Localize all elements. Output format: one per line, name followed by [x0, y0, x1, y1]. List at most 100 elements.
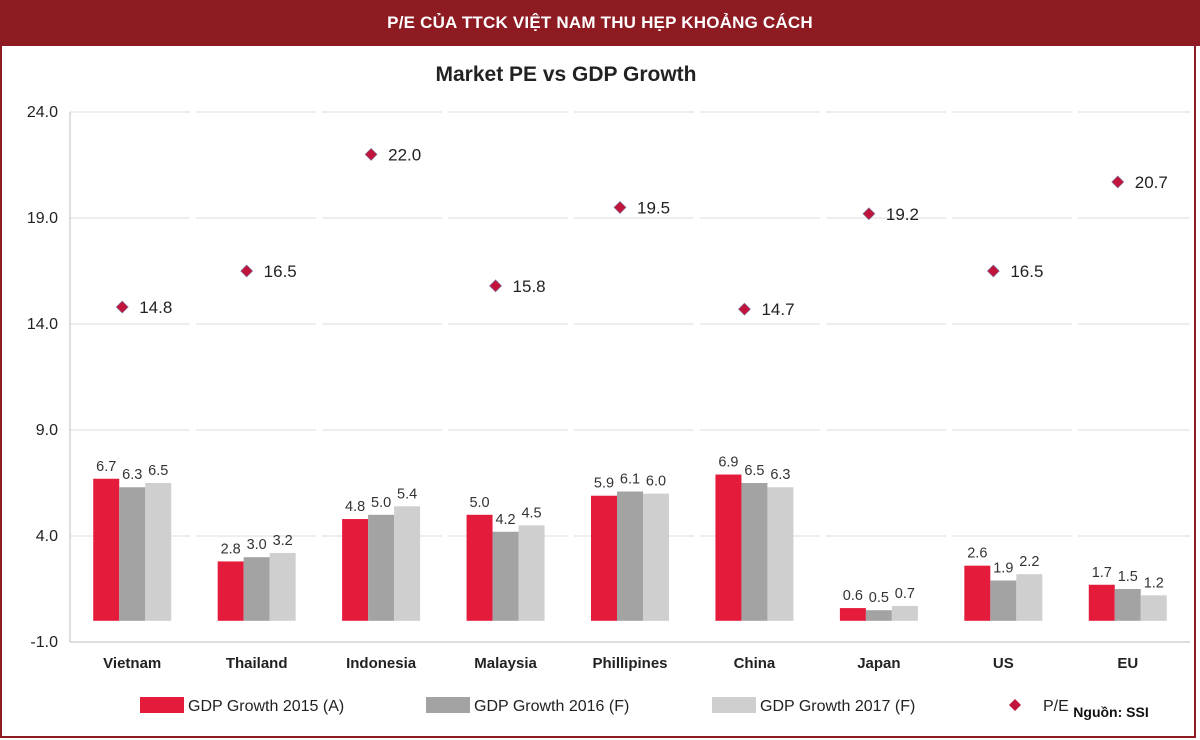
bar-0-7: [964, 565, 991, 621]
header-banner: P/E CỦA TTCK VIỆT NAM THU HẸP KHOẢNG CÁC…: [0, 0, 1200, 46]
bar-2-7: [1016, 574, 1043, 621]
bar-value-label: 2.2: [1019, 554, 1039, 570]
pe-value-label: 19.5: [637, 198, 670, 217]
pe-marker-3: [489, 279, 502, 293]
bar-2-5: [767, 487, 794, 621]
category-label: Vietnam: [103, 655, 161, 672]
legend-swatch-0: [140, 697, 184, 713]
bar-value-label: 5.4: [397, 486, 417, 502]
pe-value-label: 15.8: [513, 277, 546, 296]
bar-0-6: [839, 608, 866, 621]
bar-value-label: 2.8: [221, 541, 241, 557]
category-label: Malaysia: [474, 655, 537, 672]
chart-frame: [0, 46, 1196, 738]
pe-marker-4: [613, 200, 627, 214]
pe-marker-6: [862, 207, 876, 221]
bar-value-label: 1.7: [1092, 565, 1112, 581]
pe-marker-8: [1111, 175, 1125, 189]
bar-2-1: [269, 552, 296, 621]
bar-2-2: [394, 506, 421, 621]
bar-value-label: 1.2: [1144, 575, 1164, 591]
bar-value-label: 0.5: [869, 590, 889, 606]
category-label: Japan: [857, 655, 900, 672]
pe-marker-2: [364, 147, 378, 161]
bar-1-6: [865, 610, 892, 621]
y-tick-label: 24.0: [27, 104, 58, 121]
legend-swatch-1: [426, 697, 470, 713]
bar-value-label: 5.9: [594, 476, 614, 492]
bar-1-8: [1114, 589, 1141, 621]
category-label: Thailand: [226, 655, 288, 672]
bar-value-label: 4.5: [521, 505, 541, 521]
pe-marker-7: [986, 264, 1000, 278]
category-label: China: [734, 655, 776, 672]
bar-1-4: [617, 491, 643, 621]
bar-value-label: 3.0: [247, 537, 267, 553]
header-title: P/E CỦA TTCK VIỆT NAM THU HẸP KHOẢNG CÁC…: [387, 13, 813, 32]
bar-1-5: [741, 483, 768, 621]
legend-label: P/E: [1043, 698, 1069, 715]
bar-value-label: 1.9: [993, 561, 1013, 577]
bar-value-label: 6.5: [148, 463, 168, 479]
bar-value-label: 5.0: [371, 495, 391, 511]
bar-1-3: [492, 531, 519, 621]
legend-label: GDP Growth 2015 (A): [188, 698, 344, 715]
legend-label: GDP Growth 2017 (F): [760, 698, 915, 715]
pe-marker-1: [240, 264, 254, 278]
y-tick-label: 19.0: [27, 210, 58, 227]
bar-1-7: [990, 580, 1017, 621]
bar-value-label: 4.8: [345, 499, 365, 515]
pe-value-label: 20.7: [1135, 173, 1168, 192]
pe-value-label: 16.5: [1010, 262, 1043, 281]
bar-value-label: 3.2: [273, 533, 293, 549]
category-label: Phillipines: [592, 655, 667, 672]
bar-0-5: [715, 474, 742, 621]
bar-2-4: [643, 493, 669, 621]
bar-value-label: 6.1: [620, 471, 640, 487]
category-label: Indonesia: [346, 655, 417, 672]
y-tick-label: 9.0: [36, 422, 58, 439]
bar-value-label: 6.0: [646, 474, 666, 490]
bar-value-label: 0.6: [843, 588, 863, 604]
pe-value-label: 14.8: [139, 298, 172, 317]
pe-value-label: 22.0: [388, 145, 421, 164]
bar-1-0: [119, 487, 146, 621]
legend-swatch-2: [712, 697, 756, 713]
bar-value-label: 6.3: [770, 467, 790, 483]
category-label: EU: [1117, 655, 1138, 672]
bar-0-3: [466, 514, 493, 621]
pe-value-label: 16.5: [264, 262, 297, 281]
bar-value-label: 6.9: [718, 455, 738, 471]
bar-value-label: 0.7: [895, 586, 915, 602]
bar-value-label: 6.5: [744, 463, 764, 479]
bar-0-4: [591, 495, 617, 621]
bar-value-label: 5.0: [469, 495, 489, 511]
bar-2-8: [1140, 595, 1167, 621]
bar-value-label: 6.3: [122, 467, 142, 483]
pe-marker-5: [738, 302, 751, 316]
legend-swatch-pe: [1009, 699, 1021, 711]
chart-title: Market PE vs GDP Growth: [435, 63, 696, 86]
y-tick-label: 4.0: [36, 528, 58, 545]
bar-value-label: 2.6: [967, 546, 987, 562]
bar-2-0: [145, 483, 172, 621]
bar-value-label: 4.2: [495, 512, 515, 528]
source-note: Nguồn: SSI: [1073, 704, 1148, 720]
pe-value-label: 19.2: [886, 205, 919, 224]
bar-2-6: [891, 605, 918, 621]
bar-1-1: [243, 557, 270, 621]
y-tick-label: -1.0: [30, 634, 58, 651]
bar-2-3: [518, 525, 545, 621]
bar-0-1: [217, 561, 244, 621]
bar-value-label: 6.7: [96, 459, 116, 475]
bar-0-2: [342, 519, 369, 621]
pe-marker-0: [115, 300, 129, 314]
bar-value-label: 1.5: [1118, 569, 1138, 585]
pe-value-label: 14.7: [761, 300, 794, 319]
category-label: US: [993, 655, 1014, 672]
bar-0-8: [1088, 584, 1115, 621]
y-tick-label: 14.0: [27, 316, 58, 333]
bar-1-2: [368, 514, 395, 621]
bar-0-0: [93, 478, 120, 621]
